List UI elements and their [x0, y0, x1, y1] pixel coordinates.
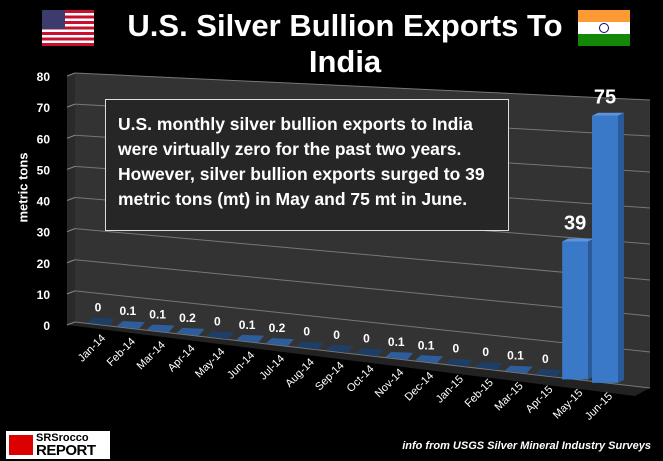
x-tick-label: Oct-14 — [345, 363, 377, 395]
y-tick-label: 20 — [37, 257, 51, 271]
bar — [87, 317, 115, 326]
bar — [355, 348, 384, 357]
x-tick-label: May-15 — [551, 387, 585, 421]
bar — [504, 365, 533, 374]
data-label: 75 — [594, 87, 616, 109]
data-label: 0 — [542, 352, 549, 366]
y-tick-label: 50 — [37, 163, 51, 177]
data-label: 0 — [453, 342, 460, 356]
gridline — [66, 72, 76, 77]
bar — [265, 338, 294, 347]
x-tick-label: Apr-15 — [524, 384, 556, 416]
x-tick-label: May-14 — [193, 346, 227, 380]
gridline — [74, 259, 651, 317]
data-label: 0 — [482, 345, 489, 359]
annotation-box: U.S. monthly silver bullion exports to I… — [105, 99, 509, 231]
data-label: 0 — [333, 328, 340, 342]
data-label: 0.1 — [119, 304, 136, 318]
data-label: 0.1 — [149, 307, 166, 321]
y-tick-label: 70 — [37, 101, 51, 115]
india-flag-icon — [578, 10, 630, 46]
x-tick-label: Mar-15 — [493, 380, 526, 413]
x-tick-label: Jun-15 — [583, 390, 615, 422]
y-tick-label: 60 — [37, 132, 51, 146]
logo-map-icon — [9, 435, 33, 455]
bar — [592, 115, 618, 383]
y-tick-label: 0 — [43, 319, 50, 333]
y-tick-label: 30 — [37, 226, 51, 240]
bar — [325, 345, 354, 354]
gridline — [66, 321, 76, 326]
us-flag-icon — [42, 10, 94, 46]
data-label: 0.1 — [239, 318, 256, 332]
data-label: 0.2 — [269, 321, 286, 335]
x-tick-label: Dec-14 — [403, 370, 437, 404]
x-tick-label: Jan-15 — [434, 373, 466, 405]
bar-top — [562, 238, 595, 242]
data-label: 0.1 — [507, 349, 524, 363]
bar — [415, 355, 444, 364]
data-label: 0 — [95, 301, 102, 315]
gridline — [66, 259, 76, 264]
data-label: 0 — [214, 314, 221, 328]
gridline — [66, 290, 76, 295]
bar — [206, 331, 235, 340]
x-tick-label: Jun-14 — [225, 349, 257, 381]
x-tick-label: Feb-15 — [463, 377, 496, 410]
bar — [534, 368, 563, 377]
bar — [146, 324, 175, 333]
bar — [562, 241, 589, 380]
srsrocco-logo: SRSrocco REPORT — [6, 431, 110, 459]
x-tick-label: Jul-14 — [257, 353, 287, 383]
floor — [67, 322, 650, 396]
x-tick-label: Mar-14 — [135, 339, 168, 372]
logo-line1: SRSrocco — [36, 432, 89, 444]
data-label: 39 — [564, 212, 586, 234]
gridline — [74, 72, 651, 101]
y-tick-label: 80 — [37, 70, 51, 84]
data-label: 0.1 — [418, 338, 435, 352]
bar — [236, 334, 265, 343]
gridline — [74, 321, 651, 389]
gridline — [66, 165, 76, 170]
bar — [385, 351, 414, 360]
x-tick-label: Apr-14 — [166, 343, 198, 375]
x-tick-label: Feb-14 — [105, 336, 138, 369]
bar — [176, 327, 205, 336]
gridline — [74, 228, 651, 281]
y-tick-label: 40 — [37, 195, 51, 209]
x-tick-label: Jan-14 — [76, 332, 108, 364]
data-label: 0 — [303, 325, 310, 339]
bar — [116, 321, 145, 330]
bar-side — [618, 112, 624, 383]
bar — [295, 341, 324, 350]
bar-top — [592, 112, 624, 116]
data-label: 0.2 — [179, 311, 196, 325]
gridline — [66, 103, 76, 108]
gridline — [66, 197, 76, 201]
data-label: 0.1 — [388, 335, 405, 349]
y-tick-label: 10 — [37, 288, 51, 302]
chart-title: U.S. Silver Bullion Exports To India — [127, 8, 563, 79]
data-label: 0 — [363, 331, 370, 345]
gridline — [66, 134, 76, 139]
bar — [444, 358, 473, 367]
gridline — [74, 290, 651, 353]
source-note: info from USGS Silver Mineral Industry S… — [402, 440, 651, 452]
gridline — [66, 228, 76, 233]
x-tick-label: Sep-14 — [313, 360, 347, 394]
y-axis-label: metric tons — [15, 152, 31, 223]
bar — [474, 362, 503, 371]
logo-line2: REPORT — [36, 442, 96, 459]
